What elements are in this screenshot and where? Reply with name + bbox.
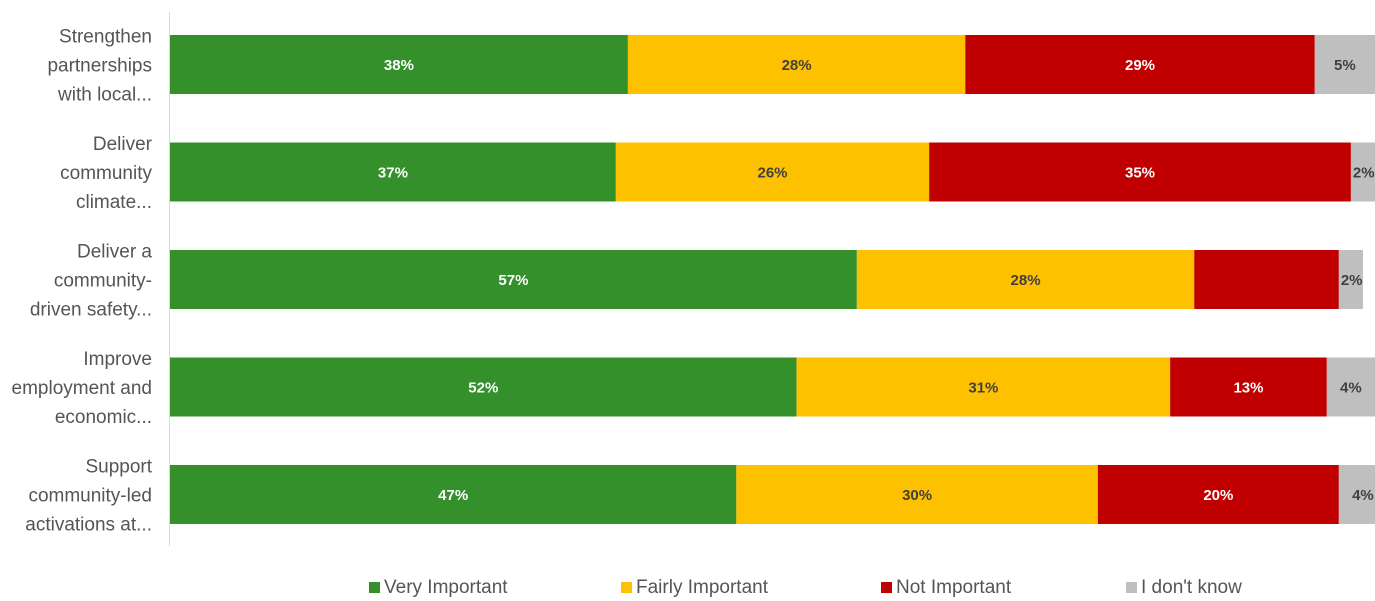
data-label: 35%	[1125, 165, 1155, 182]
bar-segment	[1314, 35, 1375, 94]
category-label-line: economic...	[55, 407, 152, 428]
category-label-line: climate...	[76, 192, 152, 213]
data-label: 31%	[968, 380, 998, 397]
bar-segment	[170, 465, 737, 524]
bar-segment	[627, 35, 966, 94]
category-label-line: driven safety...	[30, 300, 152, 321]
bar-segment	[1338, 250, 1363, 309]
bar-segment	[856, 250, 1195, 309]
data-label: 2%	[1353, 165, 1375, 182]
data-label: 4%	[1352, 487, 1374, 504]
bar-segment	[615, 142, 930, 202]
bar-segment	[736, 465, 1098, 524]
category-label-line: community	[60, 163, 152, 184]
legend-swatch	[621, 582, 632, 593]
legend-item: Fairly Important	[621, 577, 769, 598]
legend-label: Fairly Important	[636, 577, 769, 598]
legend-swatch	[881, 582, 892, 593]
bar-segment	[1338, 465, 1375, 524]
bar-segment	[1097, 465, 1339, 524]
bar-segment	[1326, 357, 1375, 417]
category-label-line: partnerships	[47, 56, 152, 77]
legend-swatch	[369, 582, 380, 593]
legend-item: Not Important	[881, 577, 1012, 598]
category-label-line: Strengthen	[59, 27, 152, 48]
category-label-line: with local...	[57, 85, 152, 106]
data-label: 4%	[1340, 380, 1362, 397]
data-label: 26%	[757, 165, 787, 182]
bar-segment	[1194, 250, 1339, 309]
data-label: 52%	[468, 380, 498, 397]
category-label: Support community-led activations at...	[25, 457, 152, 536]
data-label: 38%	[384, 57, 414, 74]
category-label-line: Deliver a	[77, 242, 152, 263]
data-label: 29%	[1125, 57, 1155, 74]
legend-item: Very Important	[369, 577, 508, 598]
category-label: Strengthen partnerships with local...	[47, 27, 152, 106]
category-label-line: activations at...	[25, 515, 152, 536]
data-label: 28%	[1011, 272, 1041, 289]
data-label: 57%	[498, 272, 528, 289]
data-label: 28%	[782, 57, 812, 74]
legend-item: I don't know	[1126, 577, 1242, 598]
category-label-line: Deliver	[93, 134, 153, 155]
bar-segment	[1170, 357, 1327, 417]
data-label: 13%	[1233, 380, 1263, 397]
legend-label: Very Important	[384, 577, 508, 598]
bar-segment	[170, 35, 628, 94]
category-label-line: Support	[85, 457, 152, 478]
category-label-line: community-led	[28, 486, 152, 507]
legend-label: Not Important	[896, 577, 1012, 598]
data-label: 30%	[902, 487, 932, 504]
category-label: Deliver community climate...	[60, 134, 153, 213]
bar-segment	[1350, 142, 1375, 202]
legend-swatch	[1126, 582, 1137, 593]
bar-segment	[929, 142, 1351, 202]
data-label: 37%	[378, 165, 408, 182]
category-label-line: Improve	[83, 349, 152, 370]
bar-segment	[170, 250, 857, 309]
bar-segment	[170, 357, 797, 417]
data-label: 47%	[438, 487, 468, 504]
bar-segment	[965, 35, 1315, 94]
bar-segment	[170, 142, 616, 202]
category-label: Improve employment and economic...	[12, 349, 152, 428]
category-label-line: employment and	[12, 378, 152, 399]
data-label: 2%	[1341, 272, 1363, 289]
data-label: 20%	[1203, 487, 1233, 504]
data-label: 5%	[1334, 57, 1356, 74]
bar-segment	[796, 357, 1171, 417]
legend-label: I don't know	[1141, 577, 1242, 598]
category-label: Deliver a community-driven safety...	[30, 242, 153, 321]
category-label-line: community-	[54, 271, 152, 292]
